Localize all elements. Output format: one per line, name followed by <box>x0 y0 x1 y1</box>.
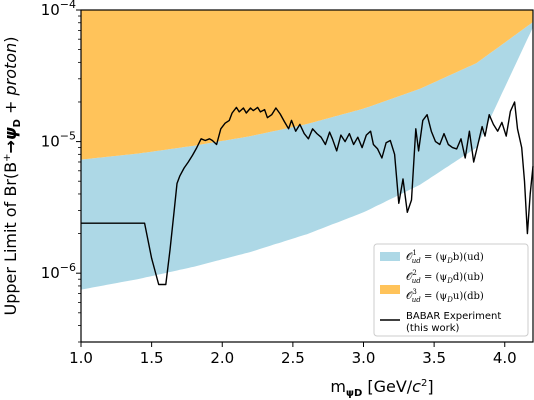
x-tick-label: 1.5 <box>140 349 164 367</box>
y-axis-label: Upper Limit of Br(B+→ψD + proton) <box>1 37 23 316</box>
legend-label-babar: BABAR Experiment <box>406 311 501 322</box>
legend-label-o3: 𝒪3 ud = (ψDu)(db) <box>406 288 484 304</box>
x-tick-label: 3.0 <box>352 349 376 367</box>
series-line-babar <box>81 101 534 286</box>
axis-ticks: 1.0 1.5 2.0 2.5 3.0 3.5 4.0 10−4 10−5 10−6 <box>41 0 517 367</box>
legend: 𝒪1 ud = (ψDb)(ud) 𝒪2 ud = (ψDd)(ub) 𝒪3 ud = (… <box>373 243 529 337</box>
y-tick-label: 10−5 <box>41 130 76 151</box>
x-tick-label: 2.0 <box>210 349 234 367</box>
x-tick-label: 2.5 <box>281 349 305 367</box>
legend-label-o1: 𝒪1 ud = (ψDb)(ud) <box>406 249 484 265</box>
x-tick-label: 4.0 <box>493 349 517 367</box>
axes-frame <box>80 9 534 343</box>
blue-band <box>81 22 533 290</box>
y-tick-label: 10−4 <box>41 0 76 19</box>
legend-swatch-orange <box>380 285 400 294</box>
x-tick-label: 3.5 <box>422 349 446 367</box>
x-axis-label: mψD [GeV/c2] <box>330 377 433 399</box>
x-tick-label: 1.0 <box>69 349 93 367</box>
orange-band <box>81 10 533 160</box>
legend-label-o2: 𝒪2 ud = (ψDd)(ub) <box>406 269 484 285</box>
legend-box <box>373 243 529 337</box>
legend-label-babar-sub: (this work) <box>406 323 460 334</box>
y-tick-label: 10−6 <box>41 261 76 282</box>
plot-area <box>81 10 534 290</box>
legend-swatch-blue <box>380 252 400 261</box>
